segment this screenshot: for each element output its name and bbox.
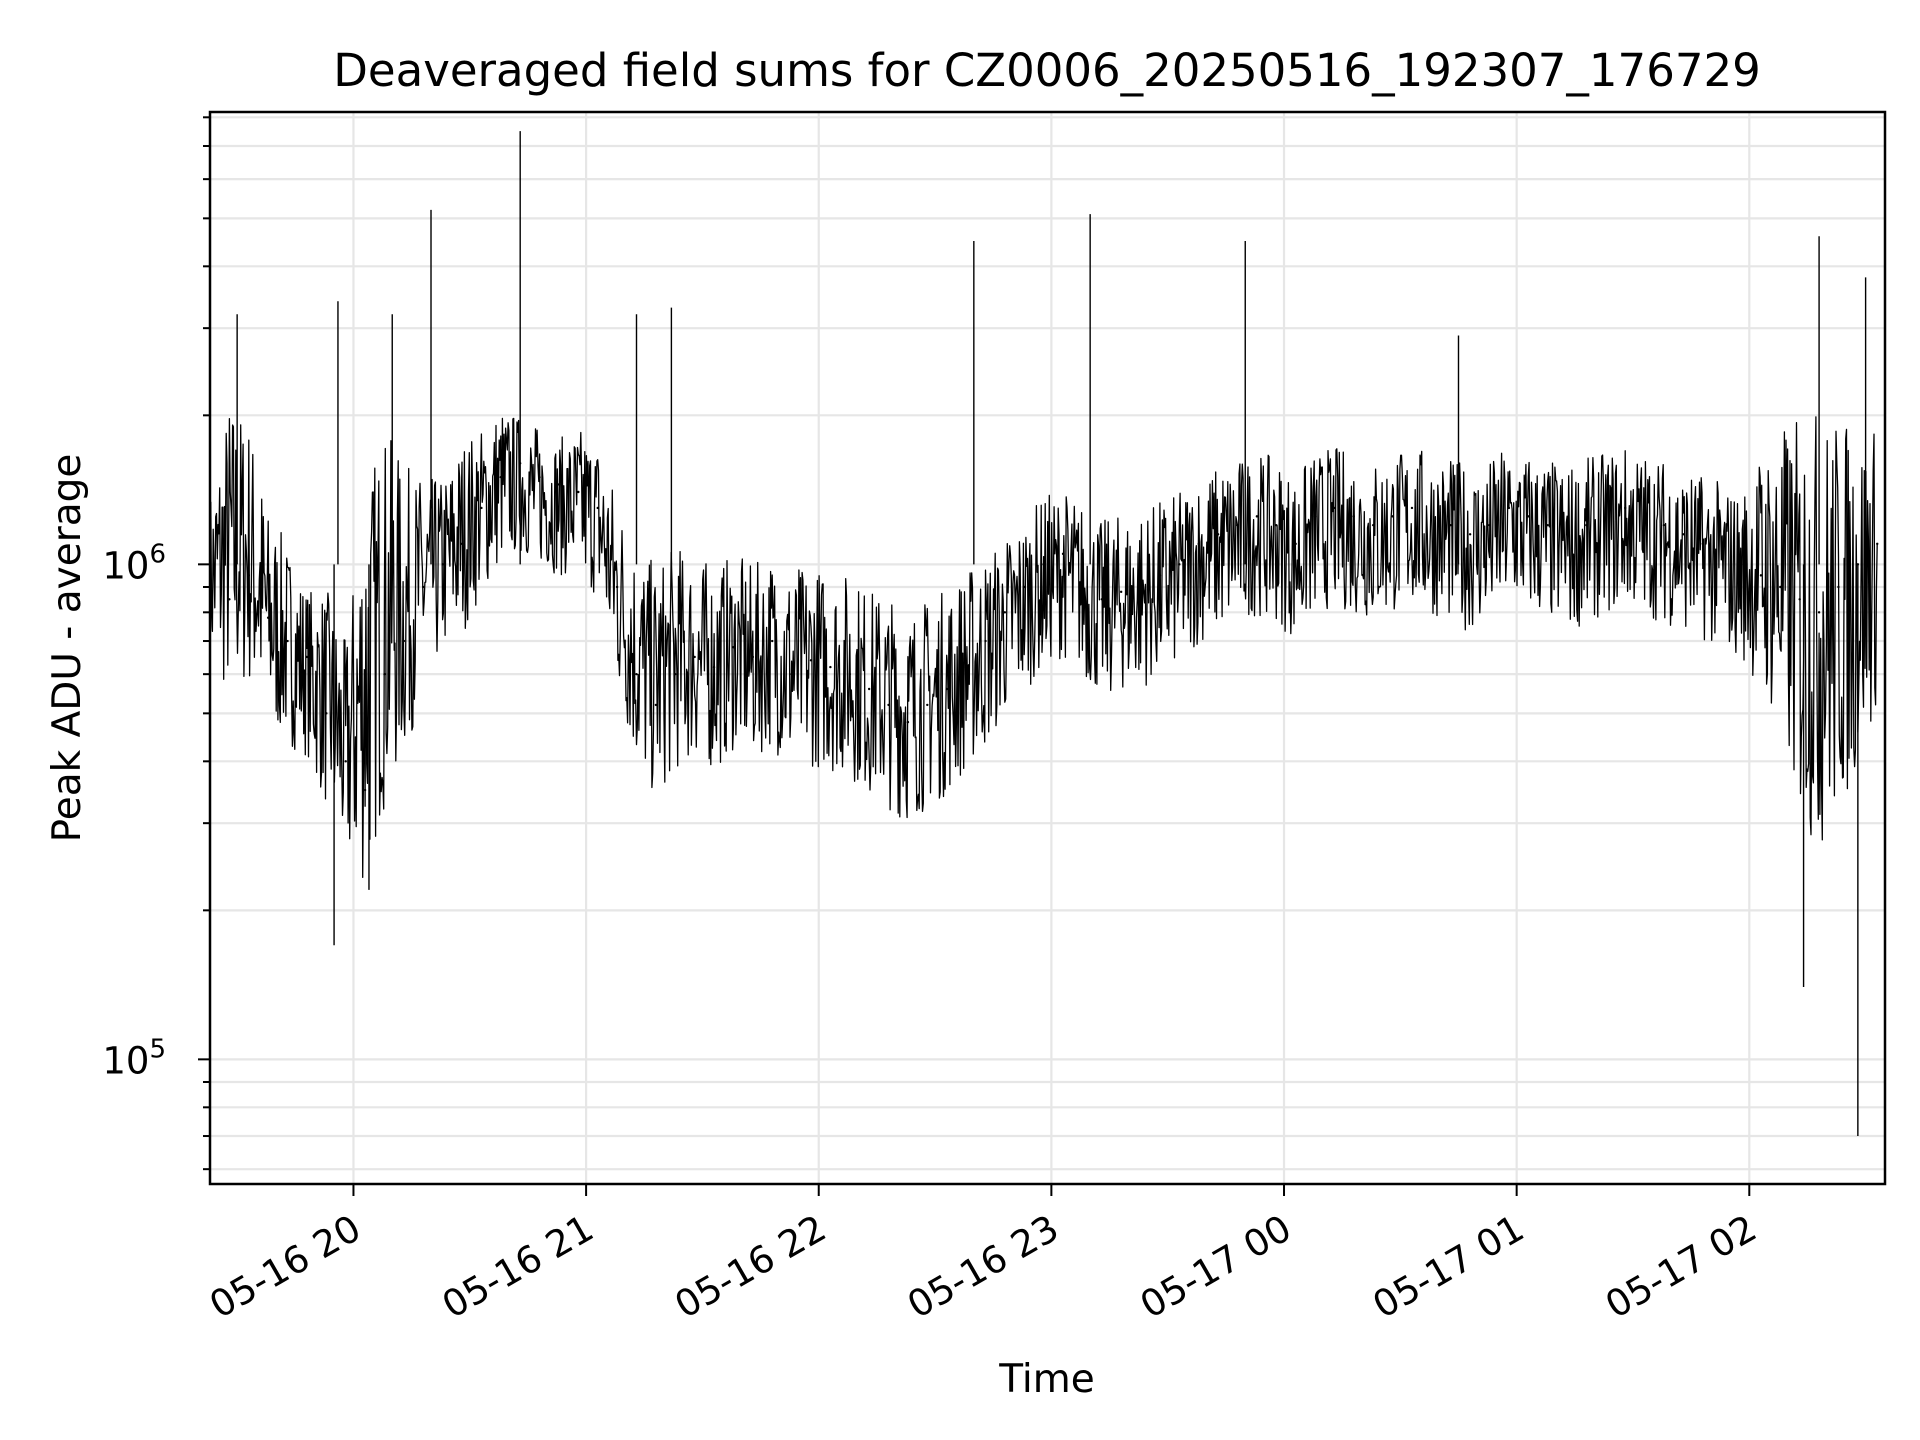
data-point <box>829 665 832 669</box>
data-point <box>1216 533 1220 536</box>
series-layer <box>208 131 1879 1137</box>
data-point <box>480 506 483 510</box>
data-point <box>1876 542 1879 546</box>
data-point <box>848 672 851 676</box>
data-point <box>809 659 813 662</box>
data-point <box>1333 506 1336 510</box>
data-point <box>1468 533 1472 536</box>
data-point <box>964 665 968 669</box>
data-point <box>247 574 250 577</box>
data-point <box>1275 523 1278 527</box>
data-point <box>266 616 270 619</box>
data-point <box>1798 598 1801 601</box>
data-point <box>1643 515 1646 518</box>
data-point <box>984 639 987 643</box>
data-point <box>1139 585 1142 589</box>
data-point <box>906 720 910 724</box>
data-point <box>422 585 425 589</box>
data-point <box>305 655 309 659</box>
data-point <box>286 639 289 643</box>
data-point <box>1352 515 1356 518</box>
data-point <box>1507 506 1511 510</box>
data-point <box>926 703 929 707</box>
data-point <box>1779 585 1782 589</box>
plot-frame <box>208 110 1887 1186</box>
data-point <box>693 655 696 659</box>
data-point <box>1294 542 1297 546</box>
data-point <box>1061 552 1065 556</box>
y-tick-label: 105 <box>102 1034 166 1082</box>
data-point <box>615 585 619 589</box>
y-axis: 105 106 <box>102 116 210 1171</box>
data-point <box>1100 598 1103 601</box>
data-point <box>712 665 716 669</box>
data-point <box>1255 515 1259 518</box>
data-point <box>228 598 231 601</box>
data-point <box>1430 515 1433 518</box>
data-point <box>1391 515 1394 518</box>
data-point <box>790 672 793 676</box>
data-point <box>460 542 464 546</box>
data-point <box>596 506 599 510</box>
data-point <box>1585 523 1588 527</box>
data-point <box>751 655 755 659</box>
data-point <box>1701 542 1704 546</box>
data-point <box>344 760 347 763</box>
data-point <box>732 646 735 649</box>
data-point <box>1197 542 1200 546</box>
data-point <box>1682 533 1685 536</box>
data-point <box>674 672 677 676</box>
data-point <box>1449 523 1452 527</box>
data-point <box>363 788 367 792</box>
data-point <box>383 672 386 676</box>
data-point <box>1119 590 1123 594</box>
data-point <box>402 639 406 643</box>
data-point <box>1178 563 1181 566</box>
x-axis-label: Time <box>998 1357 1094 1402</box>
data-point <box>635 672 638 676</box>
y-axis-label: Peak ADU - average <box>45 454 90 843</box>
data-point <box>325 712 328 715</box>
data-point <box>1488 523 1491 527</box>
data-point <box>1236 523 1239 527</box>
data-point <box>538 475 541 479</box>
data-point <box>1410 506 1414 510</box>
data-point <box>1546 523 1549 527</box>
data-point <box>1023 585 1026 589</box>
data-point <box>1604 515 1608 518</box>
series-line <box>209 416 1878 879</box>
data-point <box>441 563 444 566</box>
data-point <box>945 687 948 691</box>
data-point <box>1371 523 1375 527</box>
data-point <box>1720 552 1724 556</box>
data-point <box>557 483 561 486</box>
data-point <box>654 703 658 707</box>
y-tick-label: 106 <box>102 539 166 587</box>
data-point <box>1003 611 1007 614</box>
chart-title: Deaveraged field sums for CZ0006_2025051… <box>333 44 1760 97</box>
data-point <box>1662 523 1666 527</box>
data-point <box>887 703 890 707</box>
data-point <box>1042 563 1045 566</box>
data-point <box>1817 611 1821 614</box>
data-point <box>1837 585 1840 589</box>
data-point <box>499 475 502 479</box>
data-point <box>1624 506 1627 510</box>
data-point <box>771 639 774 643</box>
data-point <box>1565 533 1569 536</box>
data-point <box>1081 574 1084 577</box>
data-point <box>1158 574 1162 577</box>
data-point <box>1313 515 1317 518</box>
data-point <box>1759 574 1763 577</box>
data-point <box>1740 563 1743 566</box>
data-point <box>867 687 871 691</box>
data-point <box>577 490 580 494</box>
data-point <box>1527 515 1530 518</box>
